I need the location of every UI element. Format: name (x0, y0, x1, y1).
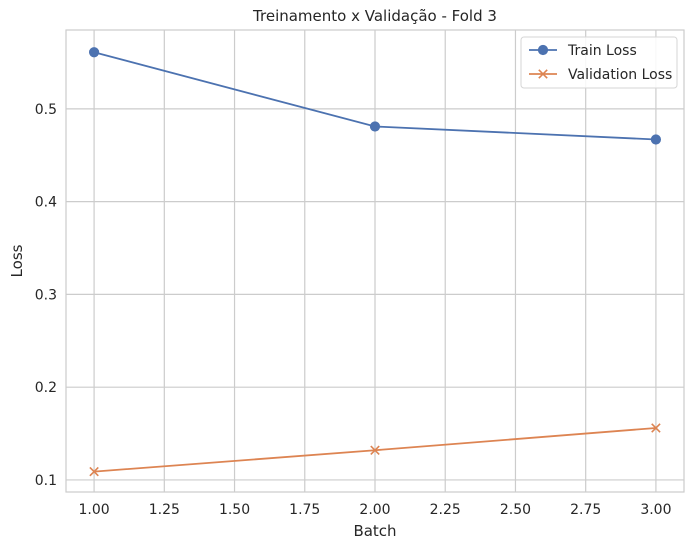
plot-frame (65, 29, 685, 493)
legend-marker (537, 44, 549, 56)
data-point (650, 134, 662, 145)
x-marker-stroke (538, 69, 548, 79)
y-tick-label: 0.1 (35, 473, 57, 489)
series-validation-loss (89, 423, 661, 477)
x-tick-label: 1.25 (149, 502, 180, 518)
x-tick-label: 1.75 (289, 502, 320, 518)
legend-box (520, 36, 678, 89)
legend-label: Validation Loss (568, 67, 672, 83)
x-axis-title: Batch (353, 522, 396, 540)
y-axis-title: Loss (8, 244, 26, 277)
data-point (651, 423, 661, 433)
y-tick-label: 0.2 (35, 380, 57, 396)
legend-label: Train Loss (567, 43, 637, 59)
y-tick-labels: 0.1 0.2 0.3 0.4 0.5 (35, 102, 57, 489)
series-layer (88, 47, 662, 477)
y-tick-label: 0.3 (35, 287, 57, 303)
x-marker-stroke (89, 466, 99, 477)
data-point (88, 47, 100, 58)
x-marker-stroke (651, 423, 661, 433)
y-tick-label: 0.4 (35, 195, 57, 211)
legend-marker (538, 69, 548, 79)
legend: Train Loss Validation Loss (520, 36, 678, 89)
x-tick-label: 2.50 (500, 502, 531, 518)
x-tick-label: 1.00 (79, 502, 110, 518)
x-tick-label: 2.75 (570, 502, 601, 518)
data-point (369, 121, 381, 132)
y-tick-label: 0.5 (35, 102, 57, 118)
x-tick-labels: 1.00 1.25 1.50 1.75 2.00 2.25 2.50 2.75 3.00 (79, 502, 672, 518)
x-tick-label: 3.00 (640, 502, 671, 518)
y-gridlines (66, 108, 684, 481)
chart-title: Treinamento x Validação - Fold 3 (252, 7, 497, 25)
data-point (89, 466, 99, 477)
x-tick-label: 2.25 (430, 502, 461, 518)
legend-entry: Validation Loss (529, 67, 672, 83)
data-point (370, 445, 380, 456)
legend-entry: Train Loss (529, 43, 637, 59)
x-marker-stroke (370, 445, 380, 456)
x-tick-label: 1.50 (219, 502, 250, 518)
x-tick-label: 2.00 (359, 502, 390, 518)
x-gridlines (93, 30, 657, 492)
series-train-loss (88, 47, 662, 145)
